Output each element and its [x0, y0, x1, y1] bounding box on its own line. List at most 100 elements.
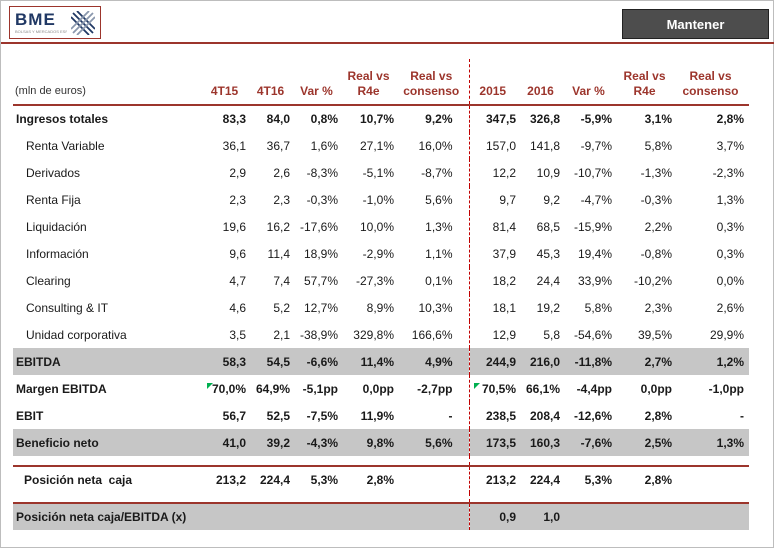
- cell: 33,9%: [577, 273, 612, 288]
- logo-tagline: BOLSAS Y MERCADOS ESPAÑOLES: [15, 30, 67, 34]
- cell: [399, 502, 469, 530]
- cell: 3,5: [229, 327, 246, 342]
- cell: 11,4: [267, 246, 290, 261]
- cell: 64,9%: [255, 381, 290, 396]
- cell: -6,6%: [306, 354, 338, 369]
- cell: -7,6%: [580, 435, 612, 450]
- cell: 224,4: [251, 465, 295, 493]
- cell: -15,9%: [573, 219, 612, 234]
- cell: -11,8%: [574, 354, 612, 369]
- cell: 0,9: [468, 502, 521, 530]
- cell: 2,3: [273, 192, 290, 207]
- row-label: Unidad corporativa: [26, 327, 127, 342]
- cell: 213,2: [468, 465, 521, 493]
- cell: -1,0pp: [708, 381, 744, 396]
- table-row: Posición neta caja/EBITDA (x) 0,9 1,0: [13, 502, 749, 530]
- cell: 37,9: [468, 240, 521, 267]
- row-label: Renta Fija: [26, 192, 81, 207]
- cell: 10,7%: [359, 112, 394, 126]
- cell: 19,2: [536, 300, 560, 315]
- cell: -4,3%: [306, 435, 338, 450]
- cell: 11,9%: [360, 408, 394, 423]
- table-row: Beneficio neto 41,0 39,2 -4,3% 9,8% 5,6% 173,5…: [13, 429, 749, 456]
- cell: -54,6%: [573, 327, 612, 342]
- table-row: Consulting & IT 4,6 5,2 12,7% 8,9% 10,3% 18,1 1…: [13, 294, 749, 321]
- row-label: Renta Variable: [26, 138, 105, 153]
- column-header: 4T16: [251, 59, 295, 106]
- cell: [677, 465, 749, 493]
- cell: 58,3: [222, 354, 246, 369]
- row-label: Beneficio neto: [16, 435, 99, 450]
- cell: 19,4%: [577, 246, 612, 261]
- table-row: Posición neta caja 213,2 224,4 5,3% 2,8% 213,…: [13, 465, 749, 493]
- column-header: Real vs R4e: [617, 59, 677, 106]
- cell: 157,0: [468, 132, 521, 159]
- cell: 9,2%: [425, 112, 453, 126]
- cell: -17,6%: [299, 219, 338, 234]
- column-header: Real vs R4e: [343, 59, 399, 106]
- cell: 5,3%: [295, 465, 343, 493]
- cell: 83,3: [222, 112, 246, 126]
- column-header: 2016: [521, 59, 565, 106]
- cell: 68,5: [536, 219, 560, 234]
- cell: 1,3%: [716, 435, 744, 450]
- cell: 36,7: [266, 138, 290, 153]
- cell: 5,6%: [425, 435, 453, 450]
- cell: -2,3%: [712, 165, 744, 180]
- cell: [251, 502, 295, 530]
- cell: [343, 502, 399, 530]
- column-header: 4T15: [203, 59, 251, 106]
- cell: 4,9%: [425, 354, 453, 369]
- cell: 29,9%: [709, 327, 744, 342]
- row-label: EBITDA: [16, 354, 61, 369]
- cell: 0,1%: [425, 273, 453, 288]
- cell: 81,4: [468, 213, 521, 240]
- cell: 18,9%: [303, 246, 338, 261]
- cell: 27,1%: [359, 138, 394, 153]
- logo-wordmark: BME: [15, 10, 56, 29]
- cell: 173,5: [468, 429, 521, 456]
- table-row: Margen EBITDA 70,0% 64,9% -5,1pp 0,0pp -2,7pp…: [13, 375, 749, 402]
- cell: -4,4pp: [576, 381, 612, 396]
- cell: 1,3%: [425, 219, 453, 234]
- cell: 329,8%: [353, 327, 394, 342]
- rating-badge: Mantener: [622, 9, 769, 39]
- cell: [399, 465, 469, 493]
- cell: 39,2: [266, 435, 290, 450]
- cell: 1,3%: [716, 192, 744, 207]
- cell: 4,6: [229, 300, 246, 315]
- table-row: Renta Variable 36,1 36,7 1,6% 27,1% 16,0% 157,…: [13, 132, 749, 159]
- cell: 2,6%: [716, 300, 744, 315]
- cell: 18,1: [468, 294, 521, 321]
- cell: 0,8%: [310, 112, 338, 126]
- logo-text: BME BOLSAS Y MERCADOS ESPAÑOLES: [15, 11, 67, 34]
- row-label: Ingresos totales: [16, 112, 109, 126]
- table-row: Liquidación 19,6 16,2 -17,6% 10,0% 1,3% 81,4 68…: [13, 213, 749, 240]
- bme-x-icon: [71, 10, 95, 35]
- cell: 3,1%: [644, 112, 672, 126]
- cell: 347,5: [468, 105, 521, 132]
- cell: 70,5%: [468, 375, 521, 402]
- cell: 8,9%: [366, 300, 394, 315]
- row-label: Margen EBITDA: [16, 381, 107, 396]
- cell: 0,3%: [716, 246, 744, 261]
- row-label: Posición neta caja: [13, 465, 203, 493]
- financial-table: (mln de euros) 4T15 4T16 Var % Real vs R4e Re…: [13, 59, 749, 530]
- unit-label: (mln de euros): [13, 59, 203, 106]
- cell: 1,2%: [716, 354, 744, 369]
- column-header: Real vs consenso: [399, 59, 469, 106]
- cell: 5,8%: [644, 138, 672, 153]
- cell: -10,7%: [573, 165, 612, 180]
- cell: 0,0pp: [362, 381, 394, 396]
- cell: 56,7: [222, 408, 246, 423]
- cell: -: [448, 408, 453, 423]
- column-header: 2015: [468, 59, 521, 106]
- cell: -38,9%: [299, 327, 338, 342]
- cell: [617, 502, 677, 530]
- cell: 2,1: [273, 327, 290, 342]
- cell: 12,7%: [303, 300, 338, 315]
- cell: 39,5%: [637, 327, 672, 342]
- cell: 216,0: [529, 354, 560, 369]
- cell: -4,7%: [580, 192, 612, 207]
